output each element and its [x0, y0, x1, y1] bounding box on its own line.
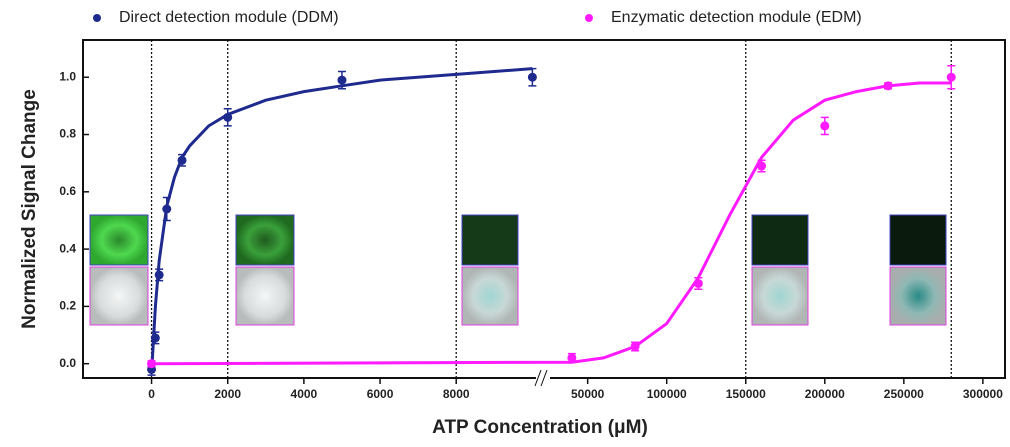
inset-fluorescence: [889, 214, 947, 266]
x-tick-label: 8000: [443, 387, 470, 401]
axis-break: [540, 369, 548, 387]
inset-well: [89, 266, 149, 326]
x-tick-label: 150000: [726, 387, 766, 401]
x-axis-title: ATP Concentration (μM): [432, 417, 648, 438]
data-point: [757, 161, 767, 171]
data-point: [337, 75, 347, 85]
inset-well: [461, 266, 519, 326]
inset-fluorescence: [235, 214, 295, 266]
legend-marker: [93, 14, 101, 22]
data-point: [147, 359, 157, 369]
data-point: [150, 333, 160, 343]
y-axis-title: Normalized Signal Change: [19, 89, 40, 329]
x-tick-label: 2000: [214, 387, 241, 401]
x-tick-label: 50000: [571, 387, 605, 401]
data-point: [630, 341, 640, 351]
legend-marker: [585, 14, 593, 22]
x-tick-label: 0: [148, 387, 155, 401]
data-point: [883, 81, 893, 91]
x-tick-label: 6000: [367, 387, 394, 401]
y-tick-label: 0.0: [59, 356, 76, 370]
fit-curve: [151, 81, 952, 366]
inset-fluorescence: [89, 214, 149, 266]
y-tick-label: 0.4: [59, 241, 76, 255]
data-point: [567, 353, 577, 363]
y-tick-label: 1.0: [59, 69, 76, 83]
x-tick-label: 200000: [805, 387, 845, 401]
inset-fluorescence: [461, 214, 519, 266]
data-point: [693, 278, 703, 288]
legend-label: Enzymatic detection module (EDM): [611, 9, 862, 26]
inset-well: [751, 266, 809, 326]
inset-well: [889, 266, 947, 326]
data-point: [177, 155, 187, 165]
data-point: [223, 112, 233, 122]
data-point: [527, 72, 537, 82]
y-tick-label: 0.8: [59, 127, 76, 141]
inset-well: [235, 266, 295, 326]
data-point: [154, 270, 164, 280]
x-tick-label: 300000: [963, 387, 1003, 401]
y-tick-label: 0.6: [59, 184, 76, 198]
y-tick-label: 0.2: [59, 299, 76, 313]
legend-label: Direct detection module (DDM): [119, 9, 339, 26]
data-point: [162, 204, 172, 214]
x-tick-label: 4000: [291, 387, 318, 401]
fit-curve: [150, 67, 533, 373]
x-tick-label: 250000: [884, 387, 924, 401]
inset-fluorescence: [751, 214, 809, 266]
data-point: [946, 72, 956, 82]
data-point: [820, 121, 830, 131]
x-tick-label: 100000: [647, 387, 687, 401]
inset-images: [89, 214, 947, 326]
axis-break: [534, 369, 542, 387]
